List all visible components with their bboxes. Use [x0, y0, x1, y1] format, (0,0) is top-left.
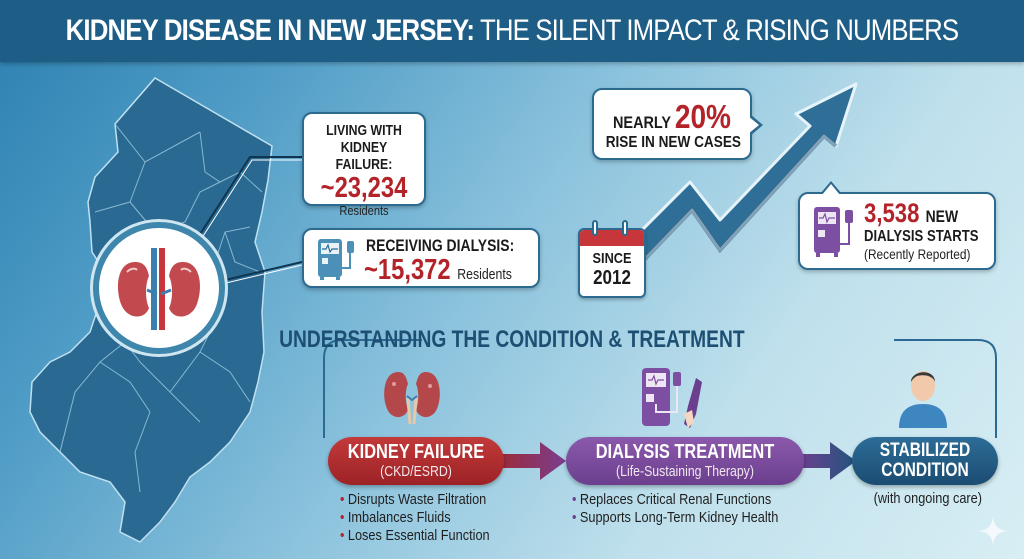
- new-dialysis-starts-callout: 3,538 NEW DIALYSIS STARTS (Recently Repo…: [798, 181, 996, 270]
- living-heading-line2: KIDNEY FAILURE:: [335, 139, 393, 173]
- living-unit: Residents: [339, 203, 389, 218]
- rise-line1: NEARLY 20%: [606, 98, 739, 136]
- callout-tail: [820, 181, 842, 195]
- bullet-item: Disrupts Waste Filtration: [340, 491, 490, 509]
- rise-caption: RISE IN NEW CASES: [605, 134, 741, 151]
- title-bar: KIDNEY DISEASE IN NEW JERSEY: THE SILENT…: [0, 0, 1024, 62]
- living-heading-line1: LIVING WITH: [326, 122, 402, 139]
- step-label-line2: CONDITION: [881, 460, 969, 481]
- new-starts-note: (Recently Reported): [864, 246, 971, 262]
- dialysis-value-row: ~15,372 Residents: [364, 254, 512, 287]
- step-stabilized-condition: STABILIZED CONDITION: [852, 437, 998, 485]
- flow-arrow-2: [800, 442, 856, 480]
- rise-prefix: NEARLY: [612, 113, 671, 132]
- stabilized-note: (with ongoing care): [858, 490, 998, 507]
- bullet-item: Supports Long-Term Kidney Health: [572, 509, 778, 527]
- kidney-icon: [117, 248, 201, 330]
- living-heading: LIVING WITH KIDNEY FAILURE:: [315, 122, 413, 173]
- kidneys-icon: [384, 372, 440, 425]
- step-sub: (Life-Sustaining Therapy): [616, 463, 754, 480]
- step-label: DIALYSIS TREATMENT: [595, 441, 775, 463]
- bullet-item: Imbalances Fluids: [340, 509, 490, 527]
- dialysis-machine-icon: [318, 239, 354, 280]
- flow-arrow-1: [500, 442, 566, 480]
- title-rest: THE SILENT IMPACT & RISING NUMBERS: [474, 14, 959, 47]
- living-value: ~23,234: [320, 172, 408, 204]
- step-kidney-failure: KIDNEY FAILURE (CKD/ESRD): [328, 437, 504, 485]
- person-icon: [899, 371, 947, 428]
- calendar-icon: SINCE 2012: [578, 228, 646, 298]
- new-starts-line1: 3,538 NEW: [864, 198, 958, 229]
- calendar-ring-icon: [592, 220, 598, 236]
- living-with-kidney-failure-card: LIVING WITH KIDNEY FAILURE: ~23,234 Resi…: [302, 112, 426, 218]
- step-sub: (CKD/ESRD): [380, 463, 452, 480]
- step-label-line1: STABILIZED: [879, 440, 971, 461]
- rising-trend-arrow: [618, 82, 858, 266]
- callout-tail: [748, 114, 763, 136]
- step-dialysis-treatment: DIALYSIS TREATMENT (Life-Sustaining Ther…: [566, 437, 804, 485]
- step-label: KIDNEY FAILURE: [347, 441, 485, 463]
- dialysis-machine-arm-icon: [642, 368, 702, 428]
- new-starts-suffix: NEW: [925, 207, 959, 226]
- dialysis-unit: Residents: [457, 266, 512, 283]
- stabilized-note-text: (with ongoing care): [873, 490, 983, 507]
- kidney-failure-bullets: Disrupts Waste Filtration Imbalances Flu…: [340, 491, 516, 545]
- page-title: KIDNEY DISEASE IN NEW JERSEY: THE SILENT…: [66, 14, 959, 48]
- section-title-text: UNDERSTANDING THE CONDITION & TREATMENT: [279, 326, 745, 353]
- calendar-ring-icon: [622, 220, 628, 236]
- bullet-item: Replaces Critical Renal Functions: [572, 491, 778, 509]
- title-bold: KIDNEY DISEASE IN NEW JERSEY:: [65, 14, 475, 47]
- since-year: 2012: [593, 267, 631, 289]
- rise-in-new-cases-callout: NEARLY 20% RISE IN NEW CASES: [592, 88, 763, 160]
- bullet-item: Loses Essential Function: [340, 527, 490, 545]
- dialysis-machine-icon: [814, 207, 853, 257]
- section-title: UNDERSTANDING THE CONDITION & TREATMENT: [0, 326, 1024, 354]
- receiving-dialysis-card: RECEIVING DIALYSIS: ~15,372 Residents: [302, 228, 540, 288]
- dialysis-value: ~15,372: [364, 254, 451, 286]
- dialysis-bullets: Replaces Critical Renal Functions Suppor…: [572, 491, 815, 527]
- since-label: SINCE: [592, 250, 632, 267]
- dialysis-heading: RECEIVING DIALYSIS:: [366, 236, 515, 255]
- new-starts-value: 3,538: [864, 198, 920, 228]
- section-frame: [323, 339, 997, 438]
- new-starts-label: DIALYSIS STARTS: [864, 228, 979, 245]
- sparkle-icon: [978, 516, 1008, 546]
- rise-value: 20%: [674, 98, 731, 135]
- calendar-header: [580, 230, 644, 246]
- kidney-circle-badge: [93, 222, 225, 354]
